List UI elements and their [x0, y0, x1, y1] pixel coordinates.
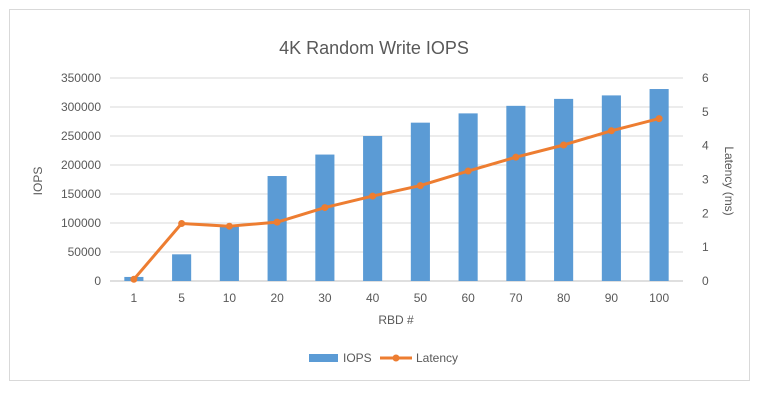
y-tick-label: 50000 — [68, 245, 102, 259]
x-axis-label: RBD # — [378, 313, 414, 327]
latency-line — [132, 117, 660, 281]
x-tick-label: 90 — [605, 291, 619, 305]
legend: IOPS Latency — [309, 351, 458, 365]
y2-tick-label: 5 — [702, 105, 709, 119]
y2-tick-label: 3 — [702, 173, 709, 187]
y-tick-label: 350000 — [61, 71, 101, 85]
latency-point — [560, 141, 568, 149]
y2-tick-label: 1 — [702, 240, 709, 254]
chart-title: 4K Random Write IOPS — [279, 38, 469, 58]
legend-iops-label: IOPS — [343, 351, 372, 365]
latency-point — [512, 153, 520, 161]
x-tick-label: 80 — [557, 291, 571, 305]
x-tick-label: 5 — [178, 291, 185, 305]
x-tick-label: 10 — [223, 291, 237, 305]
iops-bar — [172, 254, 192, 281]
x-tick-label: 100 — [649, 291, 669, 305]
y-tick-label: 300000 — [61, 100, 101, 114]
iops-bar — [458, 113, 478, 281]
legend-latency-label: Latency — [416, 351, 458, 365]
iops-bar — [506, 105, 526, 281]
x-tick-label: 70 — [509, 291, 523, 305]
latency-point — [416, 182, 424, 190]
legend-latency-marker — [392, 354, 400, 362]
y-axis-ticks: 0 50000 100000 150000 200000 250000 300000 3500… — [61, 71, 101, 288]
latency-point — [225, 222, 233, 230]
y2-tick-label: 6 — [702, 71, 709, 85]
x-tick-label: 20 — [270, 291, 284, 305]
latency-point — [369, 192, 377, 200]
iops-bar — [601, 95, 621, 282]
latency-point — [464, 167, 472, 175]
y2-tick-label: 0 — [702, 274, 709, 288]
iops-bar — [363, 136, 383, 281]
latency-point — [607, 127, 615, 135]
x-tick-label: 40 — [366, 291, 380, 305]
legend-iops-swatch — [309, 354, 338, 362]
iops-bar — [554, 98, 574, 281]
latency-point — [655, 115, 663, 123]
latency-point — [130, 275, 138, 283]
y-tick-label: 100000 — [61, 216, 101, 230]
gridlines — [110, 77, 683, 282]
iops-bar — [219, 225, 239, 281]
y2-axis-ticks: 0 1 2 3 4 5 6 — [702, 71, 709, 288]
y-tick-label: 150000 — [61, 187, 101, 201]
latency-line-group — [130, 115, 663, 283]
x-tick-label: 30 — [318, 291, 332, 305]
x-tick-label: 60 — [461, 291, 475, 305]
x-tick-label: 50 — [414, 291, 428, 305]
y-tick-label: 0 — [94, 274, 101, 288]
y-axis-label: IOPS — [31, 167, 45, 196]
y2-tick-label: 2 — [702, 206, 709, 220]
latency-point — [321, 204, 329, 212]
latency-point — [273, 218, 281, 226]
y-tick-label: 250000 — [61, 129, 101, 143]
y2-axis-label: Latency (ms) — [722, 146, 736, 215]
x-tick-label: 1 — [131, 291, 138, 305]
latency-point — [178, 219, 186, 227]
iops-bar — [649, 89, 669, 282]
iops-bar — [315, 154, 335, 281]
iops-bar — [410, 122, 430, 281]
x-axis-ticks: 1 5 10 20 30 40 50 60 70 80 90 100 — [131, 291, 670, 305]
y-tick-label: 200000 — [61, 158, 101, 172]
iops-bar — [267, 176, 287, 281]
y2-tick-label: 4 — [702, 139, 709, 153]
